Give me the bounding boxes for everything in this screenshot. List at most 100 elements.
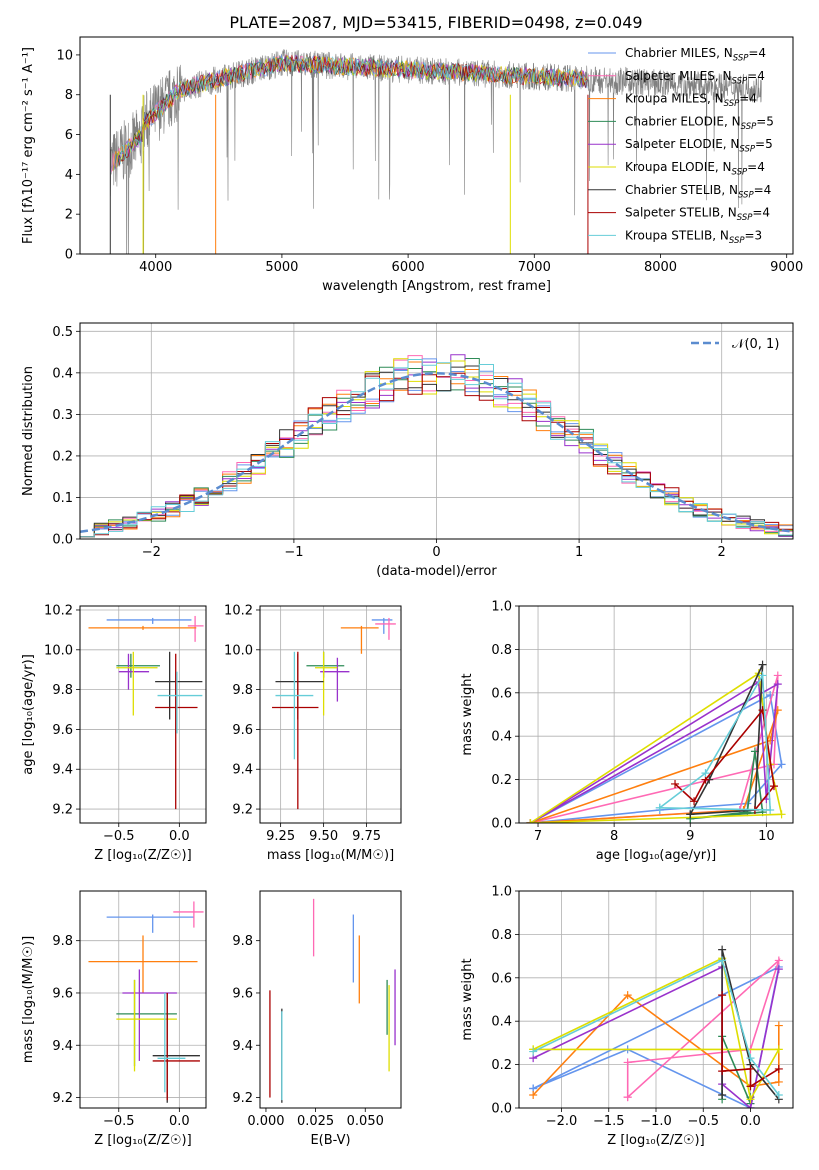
x-tick-label: 9.25 (266, 829, 295, 844)
x-tick-label: 4000 (139, 260, 172, 275)
axes: −2 −1 0 1 2 0.0 0.1 0.2 0.3 0.4 0.5 (data-model)/er… (21, 325, 726, 579)
plot-residuals: −2 −1 0 1 2 0.0 0.1 0.2 0.3 0.4 0.5 (data-model)/er… (21, 322, 794, 579)
mw-marker-8 (766, 805, 775, 814)
plot-mw_vs_age: 7 8 9 10 0.0 0.2 0.4 0.6 0.8 1.0 age [log₁₀(age/yr… (460, 600, 794, 864)
mw-marker-5 (746, 1095, 755, 1104)
mw-marker-1 (623, 1058, 632, 1067)
y-tick-label: 9.2 (232, 803, 253, 818)
y-axis-label: mass weight (460, 673, 475, 755)
axes: 0.000 0.025 0.050 9.2 9.4 9.6 9.8 E(B-V) (232, 934, 384, 1148)
y-tick-label: 1.0 (491, 600, 512, 615)
y-tick-label: 0.4 (491, 730, 512, 745)
y-tick-label: 0.5 (52, 325, 73, 340)
legend-label-8: Kroupa STELIB, NSSP=3 (625, 228, 762, 246)
y-axis-label: mass [log₁₀(M/M☉)] (21, 936, 36, 1063)
x-tick-label: 0.0 (740, 1114, 761, 1129)
y-tick-label: 10.0 (44, 643, 73, 658)
y-tick-label: 0.1 (52, 491, 73, 506)
legend-n: =5 (755, 137, 773, 151)
y-tick-label: 9.4 (232, 763, 253, 778)
legend-sub: SSP (724, 99, 740, 109)
axes-frame (259, 890, 402, 1109)
y-tick-label: 9.6 (52, 723, 73, 738)
legend: Chabrier MILES, NSSP=4 Salpeter MILES, NS… (588, 46, 774, 246)
x-tick-label: 0.0 (169, 829, 190, 844)
y-tick-label: 0.4 (52, 366, 73, 381)
mw-marker-0 (777, 760, 786, 769)
axes-frame (79, 605, 207, 824)
mw-marker-8 (655, 803, 664, 812)
mw-line-4 (529, 680, 779, 823)
legend: 𝒩(0, 1) (691, 337, 779, 352)
legend-label-6: Chabrier STELIB, NSSP=4 (625, 183, 771, 201)
mw-marker-1 (774, 956, 783, 965)
axes-frame (518, 605, 794, 824)
legend-sub: SSP (739, 145, 755, 155)
mw-line-0 (532, 965, 780, 1108)
y-tick-label: 0.2 (491, 1058, 512, 1073)
plot-mw_vs_z: −2.0 −1.5 −1.0 −0.5 0.0 0.0 0.2 0.4 0.6 0.8 1.0 Z [… (460, 885, 794, 1148)
mw-marker-4 (746, 1104, 755, 1108)
y-tick-label: 9.4 (232, 1039, 253, 1054)
plot-area (529, 945, 783, 1108)
grid (80, 606, 206, 823)
legend-sub: SSP (732, 76, 748, 86)
mw-marker-2 (774, 1077, 783, 1086)
y-tick-label: 0.3 (52, 408, 73, 423)
legend-n: =3 (745, 228, 763, 242)
legend-label-5: Kroupa ELODIE, NSSP=4 (625, 160, 765, 178)
axes-frame (518, 890, 794, 1109)
mw-marker-2 (623, 991, 632, 1000)
axes: −0.5 0.0 9.2 9.4 9.6 9.8 Z [log₁₀(Z/Z☉)] mass [… (21, 934, 192, 1148)
mw-marker-7 (671, 779, 680, 788)
plot-spectrum: 4000 5000 6000 7000 8000 9000 0 2 4 6 8 10 wavelengt… (21, 36, 803, 294)
y-tick-label: 0.6 (491, 971, 512, 986)
y-tick-label: 9.6 (232, 986, 253, 1001)
mw-marker-4 (774, 965, 783, 974)
grid (80, 891, 206, 1108)
mw-marker-7 (746, 1082, 755, 1091)
legend-n: =4 (748, 46, 766, 60)
figure-title: PLATE=2087, MJD=53415, FIBERID=0498, z=0… (229, 13, 642, 32)
legend-sub: SSP (733, 54, 749, 64)
x-tick-label: −1 (284, 545, 303, 560)
x-tick-label: 9.50 (309, 829, 338, 844)
axes-frame (79, 36, 794, 255)
x-tick-label: 0.050 (347, 1114, 384, 1129)
y-tick-label: 9.8 (232, 934, 253, 949)
legend-n: =4 (752, 206, 770, 220)
x-axis-label: age [log₁₀(age/yr)] (596, 848, 717, 863)
legend-label-0: Chabrier MILES, NSSP=4 (625, 46, 766, 64)
mw-marker-7 (718, 991, 727, 1000)
x-tick-label: −0.5 (103, 1114, 135, 1129)
y-tick-label: 0 (65, 248, 73, 263)
mw-marker-7 (774, 1064, 783, 1073)
axes: 4000 5000 6000 7000 8000 9000 0 2 4 6 8 10 wavelengt… (21, 47, 803, 294)
y-axis-label: age [log₁₀(age/yr)] (21, 654, 36, 775)
legend-n: =4 (747, 160, 765, 174)
y-tick-label: 10 (56, 48, 73, 63)
y-tick-label: 6 (65, 128, 73, 143)
x-tick-label: −0.5 (103, 829, 135, 844)
x-tick-label: 9000 (770, 260, 803, 275)
y-tick-label: 9.8 (232, 683, 253, 698)
y-tick-label: 0.0 (491, 817, 512, 832)
y-tick-label: 9.8 (52, 683, 73, 698)
mw-line-8 (532, 959, 780, 1096)
y-tick-label: 0.0 (491, 1102, 512, 1117)
y-tick-label: 0.2 (491, 773, 512, 788)
y-tick-label: 10.2 (224, 603, 253, 618)
x-tick-label: 0 (432, 545, 440, 560)
mw-marker-1 (773, 671, 782, 680)
y-tick-label: 4 (65, 168, 73, 183)
x-tick-label: 6000 (392, 260, 425, 275)
plot-area (526, 660, 786, 823)
mw-line-0 (530, 693, 783, 823)
y-tick-label: 10.0 (224, 643, 253, 658)
x-tick-label: 7000 (518, 260, 551, 275)
y-axis-label: Flux [fλ10⁻¹⁷ erg cm⁻² s⁻¹ A⁻¹] (21, 47, 36, 244)
plot-area (80, 354, 793, 538)
y-tick-label: 0.4 (491, 1015, 512, 1030)
x-tick-label: −1.0 (640, 1114, 672, 1129)
axes: 7 8 9 10 0.0 0.2 0.4 0.6 0.8 1.0 age [log₁₀(age/yr… (460, 600, 775, 864)
